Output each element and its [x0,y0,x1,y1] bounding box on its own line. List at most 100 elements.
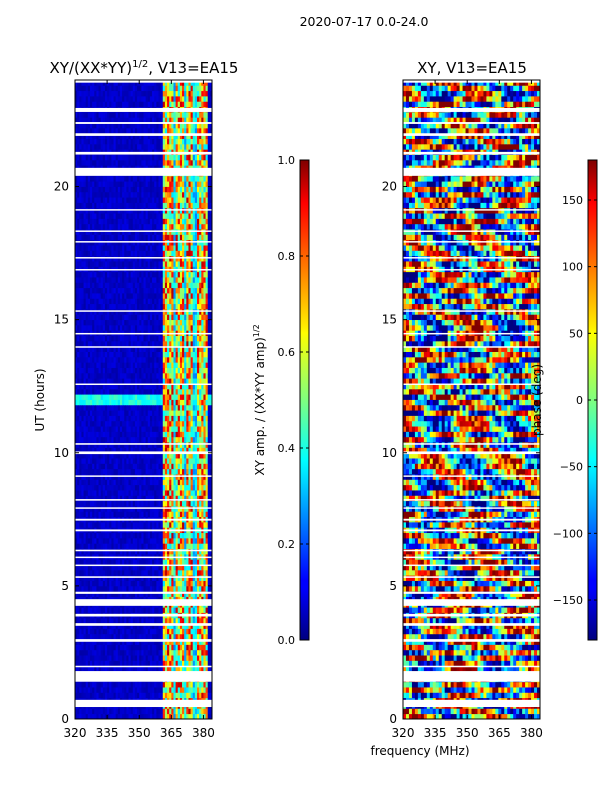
heatmap-cell [83,548,87,555]
heatmap-cell [199,436,202,443]
heatmap-cell [113,372,117,379]
heatmap-cell [143,367,147,374]
heatmap-cell [145,521,149,528]
heatmap-cell [156,426,159,432]
heatmap-cell [113,388,117,395]
heatmap-cell [134,367,138,374]
heatmap-cell [115,383,119,390]
heatmap-cell [188,569,191,576]
heatmap-cell [147,436,151,443]
heatmap-cell [154,564,157,571]
heatmap-cell [145,362,149,368]
heatmap-cell [147,495,151,502]
heatmap-cell [145,388,149,395]
heatmap-cell [92,607,95,613]
heatmap-cell [203,415,206,422]
heatmap-cell [87,500,91,507]
heatmap-cell [182,660,185,667]
heatmap-cell [192,591,196,597]
heatmap-cell [109,644,112,651]
heatmap-cell [137,314,140,321]
heatmap-cell [162,303,166,310]
heatmap-cell [188,490,191,496]
heatmap-cell [111,681,114,688]
heatmap-cell [113,506,117,512]
heatmap-cell [190,351,194,358]
heatmap-cell [85,559,89,565]
heatmap-cell [207,585,211,592]
heatmap-cell [119,426,123,432]
heatmap-cell [141,410,144,416]
heatmap-cell [81,388,84,395]
heatmap-cell [156,692,159,699]
heatmap-cell [134,474,138,480]
heatmap-cell [162,660,166,667]
heatmap-cell [205,474,209,480]
heatmap-cell [188,468,191,475]
heatmap-cell [141,633,144,640]
heatmap-cell [164,420,168,427]
heatmap-cell [113,468,117,475]
heatmap-cell [113,399,117,406]
heatmap-cell [207,692,211,699]
heatmap-cell [162,484,166,491]
heatmap-cell [188,655,191,661]
heatmap-cell [139,394,142,400]
heatmap-cell [111,383,114,390]
heatmap-cell [182,559,185,565]
heatmap-cell [207,521,211,528]
heatmap-cell [132,351,136,358]
heatmap-cell [119,404,123,411]
heatmap-cell [158,713,162,719]
heatmap-cell [173,367,177,374]
heatmap-cell [139,479,142,486]
heatmap-cell [117,511,121,518]
heatmap-cell [171,415,174,422]
heatmap-cell [87,548,91,555]
heatmap-cell [130,356,134,363]
heatmap-cell [184,426,187,432]
heatmap-cell [137,388,140,395]
heatmap-cell [111,692,114,699]
heatmap-cell [139,308,142,315]
heatmap-cell [145,543,149,549]
heatmap-cell [194,388,198,395]
heatmap-cell [139,351,142,358]
heatmap-cell [128,548,132,555]
heatmap-cell [160,639,164,645]
heatmap-cell [126,532,129,539]
heatmap-cell [79,458,82,464]
heatmap-cell [104,340,108,347]
heatmap-cell [152,479,155,486]
heatmap-cell [177,436,181,443]
heatmap-cell [113,378,117,384]
heatmap-cell [201,436,204,443]
heatmap-cell [158,404,162,411]
heatmap-cell [164,458,168,464]
heatmap-cell [188,404,191,411]
heatmap-cell [149,426,153,432]
heatmap-cell [139,506,142,512]
heatmap-cell [184,644,187,651]
heatmap-cell [203,548,206,555]
heatmap-cell [203,532,206,539]
heatmap-cell [160,404,164,411]
heatmap-cell [164,484,168,491]
heatmap-cell [156,452,159,459]
heatmap-cell [156,335,159,342]
heatmap-cell [182,388,185,395]
heatmap-cell [92,426,95,432]
heatmap-cell [85,521,89,528]
heatmap-cell [186,644,189,651]
heatmap-cell [143,378,147,384]
heatmap-cell [115,426,119,432]
heatmap-cell [171,713,174,719]
heatmap-cell [134,468,138,475]
heatmap-cell [85,495,89,502]
heatmap-cell [179,324,183,331]
heatmap-cell [207,537,211,544]
heatmap-cell [130,442,134,448]
heatmap-cell [160,660,164,667]
heatmap-cell [94,692,97,699]
heatmap-cell [119,660,123,667]
